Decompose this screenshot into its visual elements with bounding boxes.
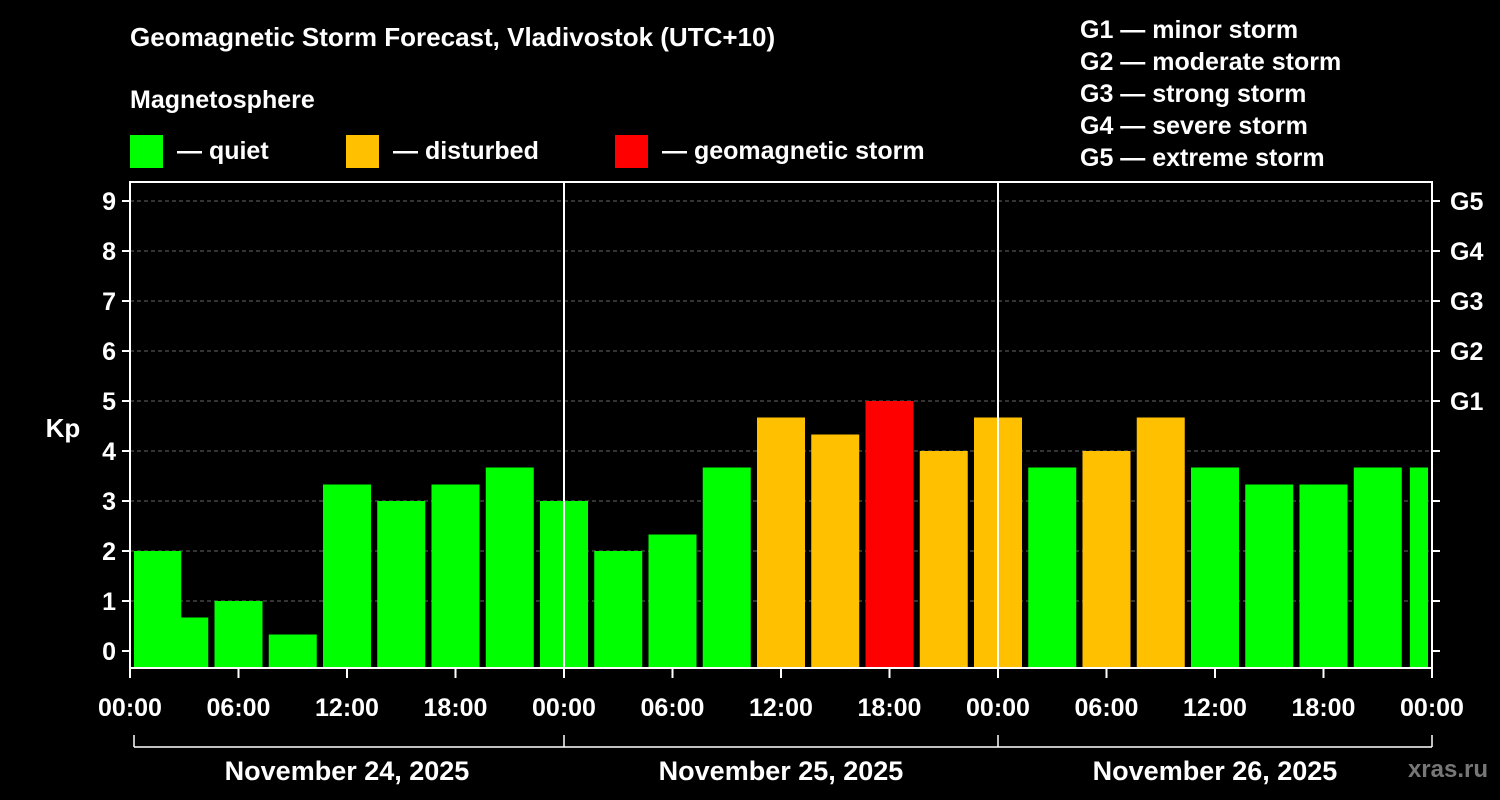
x-tick-label-1: 06:00 [207,694,271,722]
chart-title: Geomagnetic Storm Forecast, Vladivostok … [130,22,776,52]
g-axis-label-g2: G2 [1450,338,1483,366]
x-tick-label-6: 12:00 [749,694,813,722]
y-tick-label-9: 9 [102,188,116,216]
x-tick-label-4: 00:00 [532,694,596,722]
kp-bar-20 [1191,467,1239,668]
legend-item-disturbed: — disturbed [346,134,539,168]
x-tick-label-5: 06:00 [641,694,705,722]
kp-bar-1 [160,617,209,668]
kp-bar-6 [431,484,480,668]
date-label-1: November 25, 2025 [659,756,904,786]
x-tick-label-8: 00:00 [966,694,1030,722]
legend-item-quiet: — quiet [130,134,269,168]
kp-bar-18 [1082,451,1131,668]
kp-bar-24 [1409,467,1428,668]
kp-bar-17 [1028,467,1077,668]
kp-bar-22 [1299,484,1348,668]
legend-swatch-quiet [130,134,163,168]
legend-label-quiet: — quiet [177,136,269,165]
kp-bar-15 [919,451,968,668]
date-label-0: November 24, 2025 [225,756,470,786]
g-scale-item-g5: G5 — extreme storm [1080,144,1325,172]
g-scale-item-g3: G3 — strong storm [1080,80,1307,108]
kp-bar-2 [214,601,263,668]
y-tick-label-7: 7 [102,288,116,316]
legend-item-storm: — geomagnetic storm [615,134,925,168]
x-tick-label-11: 18:00 [1292,694,1356,722]
g-scale-item-g4: G4 — severe storm [1080,112,1308,140]
x-tick-label-2: 12:00 [315,694,379,722]
g-scale-item-g2: G2 — moderate storm [1080,48,1342,76]
legend-label-storm: — geomagnetic storm [662,136,925,165]
legend-label-disturbed: — disturbed [393,136,539,165]
y-tick-label-1: 1 [102,588,116,616]
kp-bar-3 [268,634,317,668]
y-tick-label-2: 2 [102,538,116,566]
x-tick-label-9: 06:00 [1075,694,1139,722]
g-axis-label-g3: G3 [1450,288,1483,316]
kp-bar-21 [1245,484,1294,668]
kp-bar-12 [757,417,805,668]
y-tick-label-8: 8 [102,238,116,266]
x-tick-label-10: 12:00 [1183,694,1247,722]
kp-bar-4 [323,484,371,668]
g-axis-label-g4: G4 [1450,238,1483,266]
date-label-2: November 26, 2025 [1093,756,1338,786]
y-tick-label-6: 6 [102,338,116,366]
g-axis-label-g5: G5 [1450,188,1483,216]
g-axis-label-g1: G1 [1450,388,1483,416]
kp-bar-5 [377,501,426,668]
kp-bar-23 [1353,467,1402,668]
kp-bar-11 [702,467,751,668]
kp-bar-10 [648,534,697,668]
kp-bar-14 [865,401,914,668]
watermark: xras.ru [1407,756,1488,783]
g-scale-legend: G1 — minor storm G2 — moderate storm G3 … [1080,14,1341,174]
magnetosphere-label: Magnetosphere [130,86,315,114]
kp-bar-13 [811,434,860,668]
x-tick-label-0: 00:00 [98,694,162,722]
legend-swatch-disturbed [346,134,379,168]
y-axis-label: Kp [46,413,81,443]
x-tick-label-3: 18:00 [424,694,488,722]
x-tick-label-7: 18:00 [858,694,922,722]
kp-bar-9 [594,551,643,668]
y-tick-label-3: 3 [102,488,116,516]
x-tick-label-12: 00:00 [1400,694,1464,722]
kp-bar-19 [1136,417,1185,668]
y-tick-label-5: 5 [102,388,116,416]
legend-swatch-storm [615,134,648,168]
g-scale-item-g1: G1 — minor storm [1080,16,1299,44]
y-tick-label-4: 4 [102,438,116,466]
kp-bar-7 [485,467,534,668]
y-tick-label-0: 0 [102,638,116,666]
